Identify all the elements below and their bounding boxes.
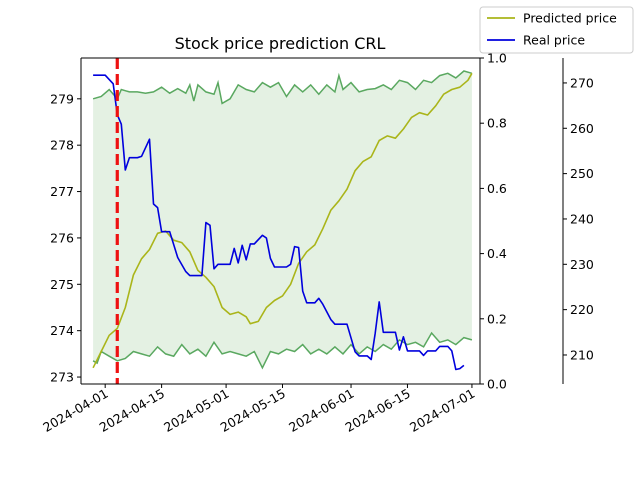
band-lower-line	[92, 331, 473, 370]
left-tick-label: 276	[50, 230, 74, 245]
left-tick-label: 279	[50, 91, 74, 106]
band-upper-line	[92, 70, 473, 105]
left-tick-label: 275	[50, 277, 74, 292]
right-tick-label: 220	[570, 302, 594, 317]
x-tick-label: 2024-07-01	[407, 386, 477, 435]
left-tick-label: 273	[50, 370, 74, 385]
legend-box	[479, 6, 634, 54]
series-line-predicted	[92, 72, 473, 369]
middle-tick-label: 0.2	[487, 311, 507, 326]
middle-tick-label: 0.0	[487, 377, 507, 392]
right-tick-label: 240	[570, 211, 594, 226]
left-tick-label: 278	[50, 138, 74, 153]
right-tick-label: 260	[570, 121, 594, 136]
legend: Predicted price Real price	[479, 6, 634, 54]
right-tick-label: 230	[570, 257, 594, 272]
legend-label-real: Real price	[523, 33, 585, 48]
series-line-real	[93, 74, 465, 371]
chart-title: Stock price prediction CRL	[175, 34, 386, 53]
middle-tick-label: 1.0	[487, 51, 507, 66]
series-group	[92, 58, 473, 384]
middle-tick-label: 0.6	[487, 181, 507, 196]
middle-tick-label: 0.8	[487, 116, 507, 131]
right-tick-label: 270	[570, 75, 594, 90]
right-tick-label: 250	[570, 166, 594, 181]
legend-label-predicted: Predicted price	[523, 11, 617, 26]
middle-tick-label: 0.4	[487, 246, 507, 261]
left-tick-label: 274	[50, 323, 74, 338]
right-tick-label: 210	[570, 347, 594, 362]
left-tick-label: 277	[50, 184, 74, 199]
